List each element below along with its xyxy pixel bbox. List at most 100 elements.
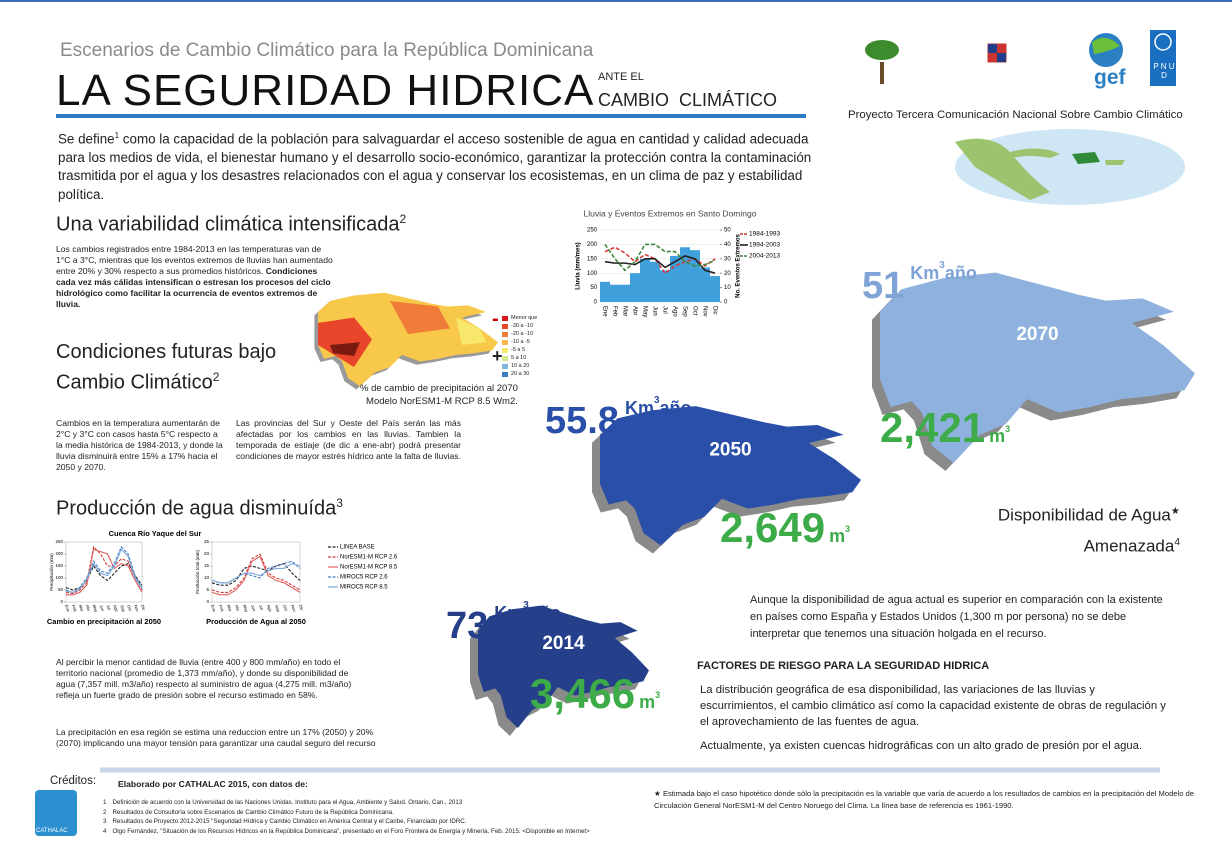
volume-unit-rest: año — [945, 263, 977, 283]
volume-unit: Km — [910, 263, 939, 283]
legend-label: -20 a -10 — [511, 331, 533, 337]
legend-swatch — [502, 356, 508, 361]
tick-label: Abr — [631, 306, 637, 315]
legend-swatch — [502, 332, 508, 337]
tick-label: 20 — [724, 271, 731, 277]
tick-label: Feb — [71, 604, 78, 613]
note-ref: 2 — [400, 212, 407, 226]
volume-value: 51 — [862, 265, 904, 307]
paragraph: La precipitación en esa región se estima… — [56, 727, 396, 749]
paragraph: Las provincias del Sur y Oeste del País … — [236, 418, 461, 462]
legend-swatch — [502, 316, 508, 321]
paragraph: Actualmente, ya existen cuencas hidrográ… — [700, 740, 1170, 752]
tick-label: 0 — [594, 300, 598, 306]
title-note: ANTE EL — [598, 71, 644, 83]
legend-plus: + — [492, 346, 503, 367]
island-year: 2050 — [709, 439, 751, 460]
tick-label: May — [92, 604, 99, 613]
page: 207051Km3año2,421m3205055.8Km3año2,649m3… — [0, 0, 1232, 841]
section-heading: Una variabilidad climática intensificada… — [56, 212, 406, 237]
tick-label: Oct — [126, 604, 133, 612]
line-series — [66, 547, 142, 593]
chart-title: Cuenca Río Yaque del Sur — [109, 529, 202, 538]
line-series — [66, 564, 142, 590]
tick-label: Oct — [691, 306, 697, 316]
tick-label: 10 — [204, 575, 210, 580]
tick-label: Jul — [258, 604, 264, 611]
tick-label: Ene — [210, 604, 217, 613]
tick-label: 250 — [587, 228, 598, 234]
intro-text: como la capacidad de la población para s… — [58, 131, 811, 202]
tick-label: Ene — [64, 604, 71, 613]
legend-item: -5 a 5 — [502, 346, 537, 354]
project-name: Proyecto Tercera Comunicación Nacional S… — [848, 109, 1183, 121]
island-year: 2014 — [542, 633, 585, 654]
note-ref: 2 — [213, 370, 220, 384]
tick-label: 10 — [724, 285, 731, 291]
legend-label: -10 a -5 — [511, 339, 530, 345]
tick-label: 50 — [724, 228, 731, 234]
line-series — [212, 564, 300, 583]
map-legend: Menor que -30 a -10 -20 a -10 -10 a -5-5 a … — [502, 314, 537, 378]
caribbean-map — [955, 129, 1185, 205]
caption-line: Modelo NorESM1-M RCP 8.5 Wm2. — [366, 396, 518, 407]
legend-label: NorESM1-M RCP 2.6 — [340, 555, 398, 561]
bar — [630, 273, 640, 302]
per-capita-unit: m — [639, 692, 655, 712]
per-capita-value: 2,649 — [720, 504, 825, 551]
tick-label: Mar — [226, 604, 233, 613]
legend-label: Menor que — [511, 315, 537, 321]
chart-caption: Producción de Agua al 2050 — [206, 617, 306, 626]
bar — [710, 276, 720, 302]
legend-swatch — [502, 324, 508, 329]
note-ref: 1 — [115, 131, 119, 140]
bar — [660, 270, 670, 302]
plot-frame — [212, 542, 300, 602]
tick-label: Ene — [601, 306, 607, 317]
bar — [610, 285, 620, 302]
legend-swatch — [502, 348, 508, 353]
line-series — [212, 554, 300, 592]
tick-label: 5 — [206, 587, 209, 592]
tick-label: 30 — [724, 256, 731, 262]
tick-label: 200 — [587, 242, 598, 248]
tick-label: Ago — [671, 306, 677, 317]
tick-label: 50 — [590, 285, 597, 291]
per-capita-unit: m — [989, 426, 1005, 446]
legend-label: -30 a -10 — [511, 323, 533, 329]
title-line: Disponibilidad de Agua — [998, 506, 1171, 525]
tick-label: Ago — [266, 604, 273, 613]
subtitle: CAMBIO CLIMÁTICO — [598, 90, 777, 111]
map-caption: % de cambio de precipitación al 2070Mode… — [360, 382, 518, 408]
bar — [620, 285, 630, 302]
tick-label: Jun — [651, 306, 657, 316]
credit-text: Definición de acuerdo con la Universidad… — [112, 798, 462, 808]
tick-label: Sep — [119, 604, 126, 613]
intro: Se define1 como la capacidad de la pobla… — [58, 127, 828, 204]
subtitle-word: CLIMÁTICO — [679, 90, 777, 110]
legend-item: 20 a 30 — [502, 370, 537, 378]
tick-label: 20 — [204, 551, 210, 556]
legend-label: 1994-2003 — [749, 242, 780, 249]
gef-label: gef — [1094, 66, 1126, 90]
paragraph: Al percibir la menor cantidad de lluvia … — [56, 657, 366, 701]
poster: 207051Km3año2,421m3205055.8Km3año2,649m3… — [0, 0, 1232, 841]
bar — [600, 282, 610, 302]
legend-label: LINEA BASE — [340, 545, 375, 551]
paragraph: Cambios en la temperatura aumentarán de … — [56, 418, 226, 473]
tick-label: 200 — [55, 551, 63, 556]
legend-label: 1984-1993 — [749, 231, 780, 238]
tick-label: 100 — [587, 271, 598, 277]
chart-caption: Cambio en precipitación al 2050 — [47, 617, 161, 626]
credit-number: 4 — [103, 827, 106, 837]
tick-label: Dic — [298, 604, 305, 611]
credits-list: 1Definición de acuerdo con la Universida… — [103, 798, 643, 836]
tick-label: Abr — [85, 604, 92, 612]
credit-text: Resultados de Consultoría sobre Escenari… — [112, 808, 393, 818]
credit-number: 3 — [103, 817, 106, 827]
heading-text: Una variabilidad climática intensificada — [56, 214, 400, 236]
legend-item: 10 a 20 — [502, 362, 537, 370]
availability-title: Disponibilidad de Agua★Amenazada4 — [955, 498, 1180, 559]
heading-text: Producción de agua disminuída — [56, 498, 336, 520]
